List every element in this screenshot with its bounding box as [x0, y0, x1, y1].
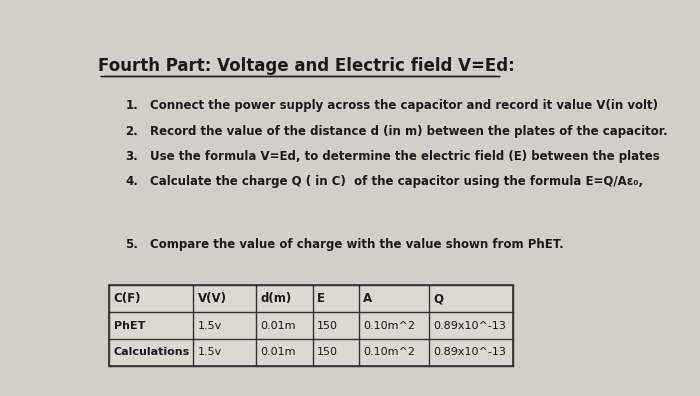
- Text: 1.5v: 1.5v: [197, 347, 222, 358]
- Text: 0.89x10^-13: 0.89x10^-13: [433, 321, 507, 331]
- Text: C(F): C(F): [113, 292, 141, 305]
- Text: 5.: 5.: [125, 238, 139, 251]
- Text: V(V): V(V): [197, 292, 227, 305]
- Text: 0.01m: 0.01m: [260, 321, 295, 331]
- Text: PhET: PhET: [113, 321, 145, 331]
- Text: 2.: 2.: [125, 125, 138, 138]
- Text: 1.5v: 1.5v: [197, 321, 222, 331]
- Text: Compare the value of charge with the value shown from PhET.: Compare the value of charge with the val…: [150, 238, 564, 251]
- Text: 0.10m^2: 0.10m^2: [363, 321, 415, 331]
- Text: 0.10m^2: 0.10m^2: [363, 347, 415, 358]
- Text: A: A: [363, 292, 372, 305]
- Text: Record the value of the distance d (in m) between the plates of the capacitor.: Record the value of the distance d (in m…: [150, 125, 668, 138]
- Text: Fourth Part: Voltage and Electric field V=Ed:: Fourth Part: Voltage and Electric field …: [98, 57, 515, 75]
- Text: E: E: [317, 292, 325, 305]
- Text: 0.89x10^-13: 0.89x10^-13: [433, 347, 507, 358]
- Text: Connect the power supply across the capacitor and record it value V(in volt): Connect the power supply across the capa…: [150, 99, 658, 112]
- Text: 3.: 3.: [125, 150, 138, 163]
- Text: Q: Q: [433, 292, 444, 305]
- Text: 1.: 1.: [125, 99, 138, 112]
- Text: 150: 150: [317, 347, 338, 358]
- Text: 150: 150: [317, 321, 338, 331]
- Text: d(m): d(m): [260, 292, 291, 305]
- Text: 4.: 4.: [125, 175, 139, 188]
- Text: Use the formula V=Ed, to determine the electric field (E) between the plates: Use the formula V=Ed, to determine the e…: [150, 150, 659, 163]
- Text: 0.01m: 0.01m: [260, 347, 295, 358]
- Text: Calculate the charge Q ( in C)  of the capacitor using the formula E=Q/Aε₀,: Calculate the charge Q ( in C) of the ca…: [150, 175, 643, 188]
- Text: Calculations: Calculations: [113, 347, 190, 358]
